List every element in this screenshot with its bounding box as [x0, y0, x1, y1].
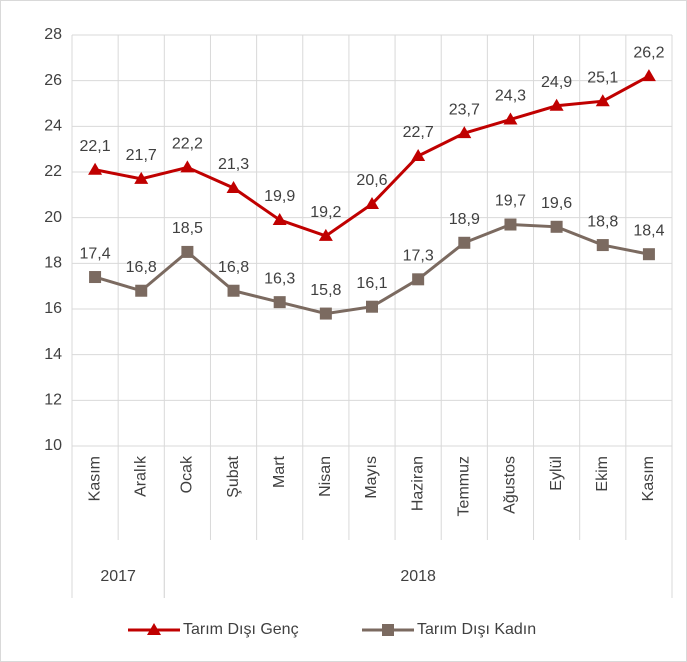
x-tick-label: Eylül [548, 456, 565, 491]
data-label: 19,9 [264, 188, 295, 205]
y-tick-label: 24 [44, 118, 62, 135]
point [273, 296, 286, 309]
data-label: 22,7 [403, 124, 434, 141]
point [412, 273, 425, 286]
data-label: 19,2 [310, 204, 341, 221]
data-label: 15,8 [310, 282, 341, 299]
point [550, 220, 563, 233]
data-label: 18,8 [587, 213, 618, 230]
data-label: 18,4 [633, 222, 664, 239]
y-tick-label: 12 [44, 392, 62, 409]
data-label: 16,1 [356, 275, 387, 292]
legend-marker [382, 624, 394, 636]
data-label: 24,9 [541, 74, 572, 91]
data-label: 18,5 [172, 220, 203, 237]
data-label: 18,9 [449, 211, 480, 228]
x-tick-label: Mart [271, 455, 288, 488]
y-tick-label: 18 [44, 255, 62, 272]
data-label: 16,8 [126, 259, 157, 276]
x-tick-label: Şubat [225, 455, 242, 497]
data-label: 19,6 [541, 195, 572, 212]
point [88, 162, 103, 175]
y-tick-label: 16 [44, 300, 62, 317]
point [272, 212, 287, 225]
point [134, 171, 149, 184]
point [227, 284, 240, 297]
point [181, 245, 194, 258]
data-label: 20,6 [356, 172, 387, 189]
x-tick-label: Nisan [317, 456, 334, 497]
point [180, 160, 195, 173]
y-tick-label: 28 [44, 26, 62, 43]
y-tick-label: 20 [44, 209, 62, 226]
point [318, 228, 333, 241]
data-label: 25,1 [587, 69, 618, 86]
point [504, 218, 517, 231]
data-label: 17,3 [403, 248, 434, 265]
data-label: 16,3 [264, 270, 295, 287]
y-tick-label: 26 [44, 72, 62, 89]
x-tick-label: Haziran [409, 456, 426, 511]
point [641, 69, 656, 82]
y-tick-label: 22 [44, 163, 62, 180]
point [366, 300, 378, 313]
x-tick-label: Ekim [594, 456, 611, 492]
data-label: 26,2 [633, 44, 664, 61]
x-tick-label: Temmuz [456, 456, 473, 516]
x-tick-label: Mayıs [363, 456, 380, 499]
point [135, 284, 148, 297]
x-tick-label: Ağustos [502, 456, 519, 514]
x-tick-label: Ocak [179, 455, 196, 493]
group-label: 2018 [400, 568, 436, 585]
point [503, 112, 518, 125]
x-tick-label: Kasım [640, 456, 657, 501]
point [365, 196, 379, 209]
data-label: 22,1 [80, 138, 111, 155]
point [226, 180, 241, 193]
legend-label: Tarım Dışı Genç [183, 621, 299, 638]
point [411, 149, 426, 162]
x-tick-label: Kasım [86, 456, 103, 501]
data-label: 17,4 [80, 245, 111, 262]
point [319, 307, 332, 320]
legend-marker [147, 623, 161, 635]
x-tick-label: Aralık [132, 455, 149, 497]
data-label: 21,3 [218, 156, 249, 173]
data-label: 24,3 [495, 88, 526, 105]
point [457, 126, 472, 139]
point [595, 94, 610, 107]
point [596, 239, 609, 252]
point [642, 248, 655, 261]
group-label: 2017 [100, 568, 136, 585]
legend-label: Tarım Dışı Kadın [417, 621, 536, 638]
point [458, 236, 471, 249]
data-label: 16,8 [218, 259, 249, 276]
y-tick-label: 10 [44, 437, 62, 454]
data-label: 23,7 [449, 101, 480, 118]
y-tick-label: 14 [44, 346, 62, 363]
point [549, 98, 564, 111]
data-label: 22,2 [172, 136, 203, 153]
point [89, 271, 102, 284]
data-label: 21,7 [126, 147, 157, 164]
data-label: 19,7 [495, 193, 526, 210]
